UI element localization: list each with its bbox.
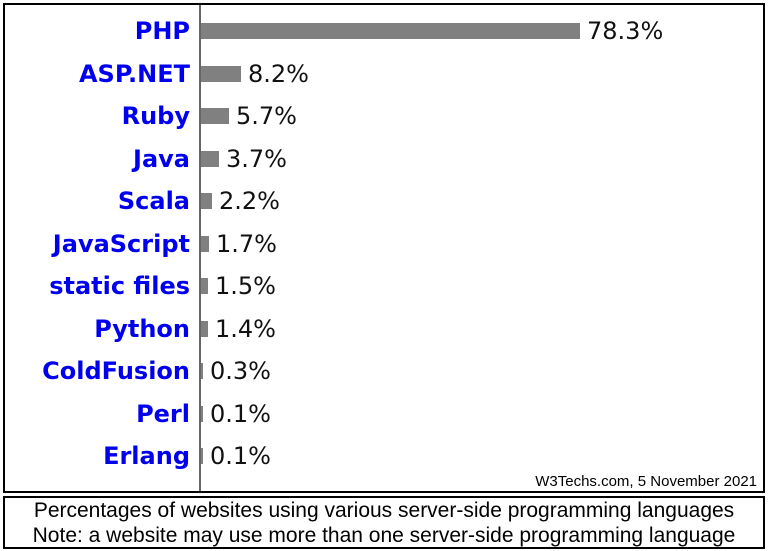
value-label: 1.4% (215, 314, 276, 343)
caption-line-2: Note: a website may use more than one se… (32, 523, 736, 547)
bar-track: 1.7% (190, 230, 763, 258)
bar (201, 320, 208, 337)
bar (201, 405, 203, 422)
chart-row: Python 1.4% (5, 308, 763, 351)
bar-track: 0.3% (190, 357, 763, 385)
bar (201, 448, 203, 465)
value-label: 0.3% (210, 357, 271, 386)
chart-row: Ruby 5.7% (5, 95, 763, 138)
category-label: PHP (134, 17, 190, 46)
value-label: 3.7% (226, 144, 287, 173)
bar (201, 150, 219, 167)
category-label: Ruby (121, 102, 190, 131)
chart-area: PHP 78.3% ASP.NET 8.2% Ruby 5.7% Java 3.7% Scala… (3, 3, 765, 493)
value-label: 78.3% (587, 17, 664, 46)
chart-row: Java 3.7% (5, 138, 763, 181)
category-label: Java (133, 144, 190, 173)
chart-row: static files 1.5% (5, 265, 763, 308)
caption-box: Percentages of websites using various se… (3, 496, 765, 549)
chart-row: ColdFusion 0.3% (5, 350, 763, 393)
bar-track: 3.7% (190, 145, 763, 173)
category-label: ColdFusion (42, 357, 190, 386)
bar-track: 0.1% (190, 442, 763, 470)
value-label: 0.1% (210, 399, 271, 428)
chart-row: ASP.NET 8.2% (5, 53, 763, 96)
bar (201, 235, 209, 252)
bar-track: 1.4% (190, 315, 763, 343)
chart-row: Perl 0.1% (5, 393, 763, 436)
category-label: Python (94, 314, 190, 343)
category-label: Scala (117, 187, 190, 216)
chart-row: JavaScript 1.7% (5, 223, 763, 266)
attribution-text: W3Techs.com, 5 November 2021 (535, 473, 757, 490)
bar (201, 23, 580, 40)
bar-track: 78.3% (190, 17, 763, 45)
category-label: ASP.NET (78, 59, 190, 88)
bar (201, 65, 241, 82)
chart-row: PHP 78.3% (5, 10, 763, 53)
category-label: Perl (136, 399, 190, 428)
bar (201, 363, 203, 380)
chart-row: Erlang 0.1% (5, 435, 763, 478)
bar-track: 2.2% (190, 187, 763, 215)
category-label: JavaScript (52, 229, 190, 258)
value-label: 0.1% (210, 442, 271, 471)
bar (201, 193, 212, 210)
bar (201, 278, 208, 295)
bar (201, 108, 229, 125)
caption-line-1: Percentages of websites using various se… (33, 498, 735, 522)
value-label: 1.7% (216, 229, 277, 258)
category-label: static files (49, 272, 190, 301)
chart-row: Scala 2.2% (5, 180, 763, 223)
bar-rows: PHP 78.3% ASP.NET 8.2% Ruby 5.7% Java 3.7% Scala… (5, 10, 763, 478)
value-label: 2.2% (219, 187, 280, 216)
value-label: 5.7% (236, 102, 297, 131)
y-axis-line (199, 5, 201, 491)
bar-track: 5.7% (190, 102, 763, 130)
value-label: 8.2% (248, 59, 309, 88)
bar-track: 0.1% (190, 400, 763, 428)
bar-track: 8.2% (190, 60, 763, 88)
value-label: 1.5% (215, 272, 276, 301)
bar-track: 1.5% (190, 272, 763, 300)
category-label: Erlang (103, 442, 190, 471)
